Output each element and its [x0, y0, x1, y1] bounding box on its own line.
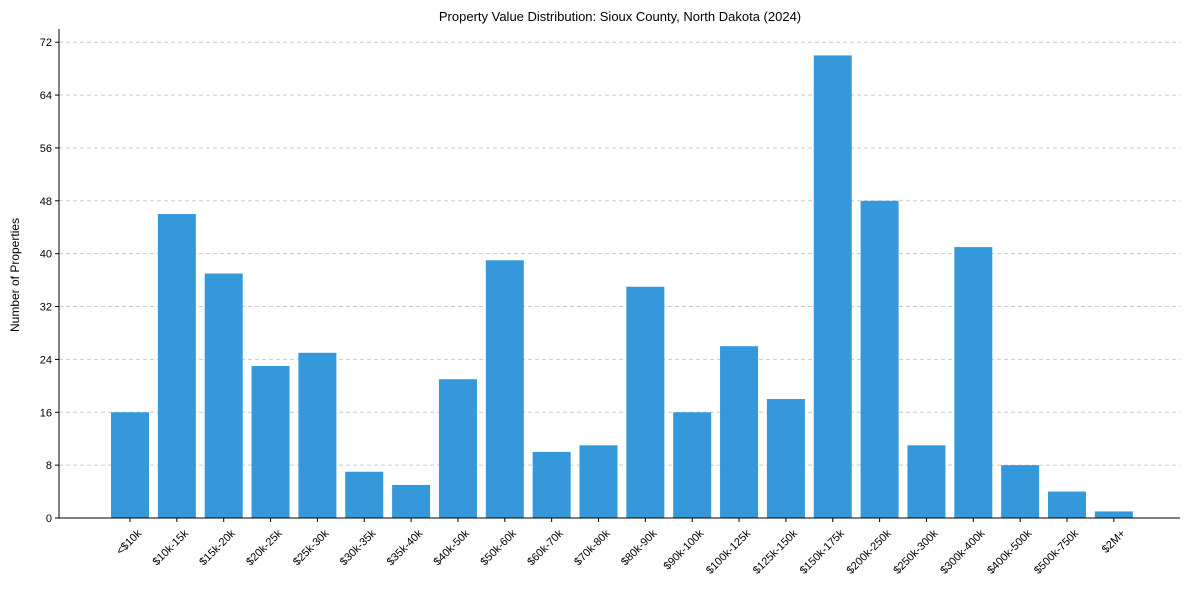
bar [954, 247, 993, 518]
y-tick-label: 16 [40, 407, 52, 419]
y-axis-label: Number of Properties [8, 218, 22, 332]
x-tick-label: $2M+ [1100, 528, 1128, 556]
bar [1001, 465, 1040, 518]
bar [111, 412, 149, 518]
bar [485, 260, 524, 518]
x-tick-label: <$10k [114, 527, 144, 557]
bar [860, 200, 899, 519]
bar [157, 214, 196, 518]
x-tick-label: $400k-500k [985, 527, 1034, 576]
bar [1094, 511, 1133, 518]
bars [111, 55, 1133, 519]
x-tick-label: $15k-20k [197, 527, 238, 568]
x-tick-label: $500k-750k [1032, 527, 1081, 576]
y-tick-label: 48 [40, 196, 52, 208]
x-tick-label: $250k-300k [891, 527, 940, 576]
bar [251, 366, 290, 518]
bar [766, 399, 805, 518]
x-tick-label: $50k-60k [478, 527, 519, 568]
x-tick-label: $60k-70k [525, 527, 566, 568]
x-tick-label: $90k-100k [662, 527, 707, 572]
x-tick-label: $80k-90k [619, 527, 660, 568]
x-tick-label: $300k-400k [938, 527, 987, 576]
y-tick-label: 8 [46, 460, 52, 472]
y-tick-label: 72 [40, 37, 52, 49]
axes [58, 29, 1180, 519]
x-tick-label: $100k-125k [704, 527, 753, 576]
y-tick-label: 0 [46, 513, 52, 525]
bar [1048, 491, 1086, 518]
x-tick-label: $200k-250k [845, 527, 894, 576]
x-tick-label: $70k-80k [572, 527, 613, 568]
bar [298, 352, 337, 518]
y-tick-label: 32 [40, 302, 52, 314]
x-tick-label: $35k-40k [385, 527, 426, 568]
x-tick-label: $10k-15k [150, 527, 191, 568]
bar [532, 451, 571, 518]
x-tick-label: $20k-25k [244, 527, 285, 568]
bar [720, 346, 759, 518]
y-tick-label: 56 [40, 143, 52, 155]
y-tick-label: 64 [40, 90, 52, 102]
bar [345, 471, 384, 518]
x-ticks: <$10k $10k-15k $15k-20k $20k-25k $25k-30k $30… [114, 518, 1128, 577]
bar [626, 286, 665, 518]
x-tick-label: $150k-175k [798, 527, 847, 576]
bar [438, 379, 477, 518]
bar [579, 445, 618, 518]
bar [813, 55, 852, 518]
y-tick-label: 24 [40, 354, 52, 366]
chart-title: Property Value Distribution: Sioux Count… [439, 9, 801, 24]
x-tick-label: $25k-30k [291, 527, 332, 568]
bar [673, 412, 712, 518]
bar [392, 484, 431, 518]
y-tick-label: 40 [40, 249, 52, 261]
x-tick-label: $125k-150k [751, 527, 800, 576]
y-ticks: 0 8 16 24 32 40 48 56 64 72 [40, 37, 59, 525]
x-tick-label: $40k-50k [432, 527, 473, 568]
bar [204, 273, 243, 518]
grid-lines [59, 41, 1180, 466]
bar [907, 445, 946, 518]
x-tick-label: $30k-35k [338, 527, 379, 568]
